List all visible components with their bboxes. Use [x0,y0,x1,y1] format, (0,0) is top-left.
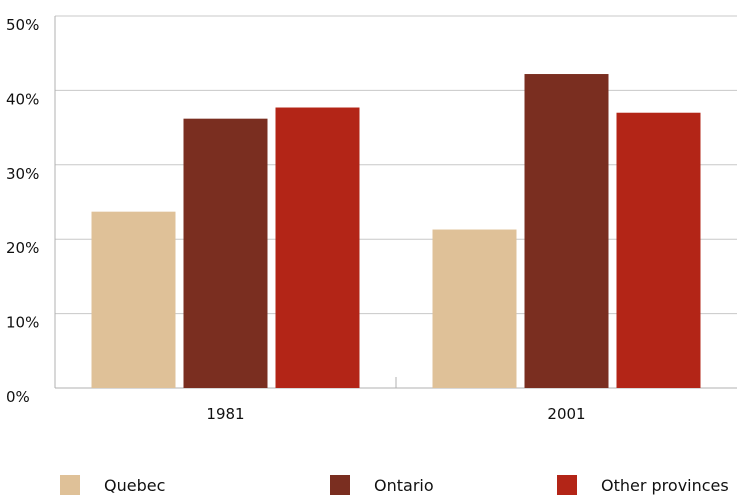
bar-other-provinces-1981 [275,107,360,389]
tick-labels: 0% 10% 20% 30% 40% 50% 1981 2001 [6,16,586,423]
legend-swatch [557,475,577,495]
y-tick-label: 50% [6,16,39,34]
bar-ontario-2001 [524,74,609,389]
bar-other-provinces-2001 [616,112,701,388]
legend-swatch [330,475,350,495]
legend-item-other-provinces: Other provinces [557,472,729,498]
y-tick-label: 30% [6,165,39,183]
y-tick-label: 40% [6,90,39,108]
legend-item-quebec: Quebec [60,472,165,498]
legend-swatch [60,475,80,495]
legend-item-ontario: Ontario [330,472,434,498]
legend-label: Ontario [374,475,434,495]
y-tick-label: 10% [6,314,39,332]
bar-chart: 0% 10% 20% 30% 40% 50% 1981 2001 [6,15,737,423]
bar-quebec-1981 [91,211,176,388]
legend-label: Quebec [104,475,166,495]
bar-quebec-2001 [432,229,517,388]
x-tick-label: 2001 [547,405,585,423]
x-tick-label: 1981 [206,405,244,423]
bars [91,74,701,389]
legend-label: Other provinces [601,475,729,495]
y-tick-label: 20% [6,239,39,257]
y-tick-label: 0% [6,388,30,406]
legend: Quebec Ontario Other provinces [0,472,737,498]
bar-ontario-1981 [183,118,268,388]
